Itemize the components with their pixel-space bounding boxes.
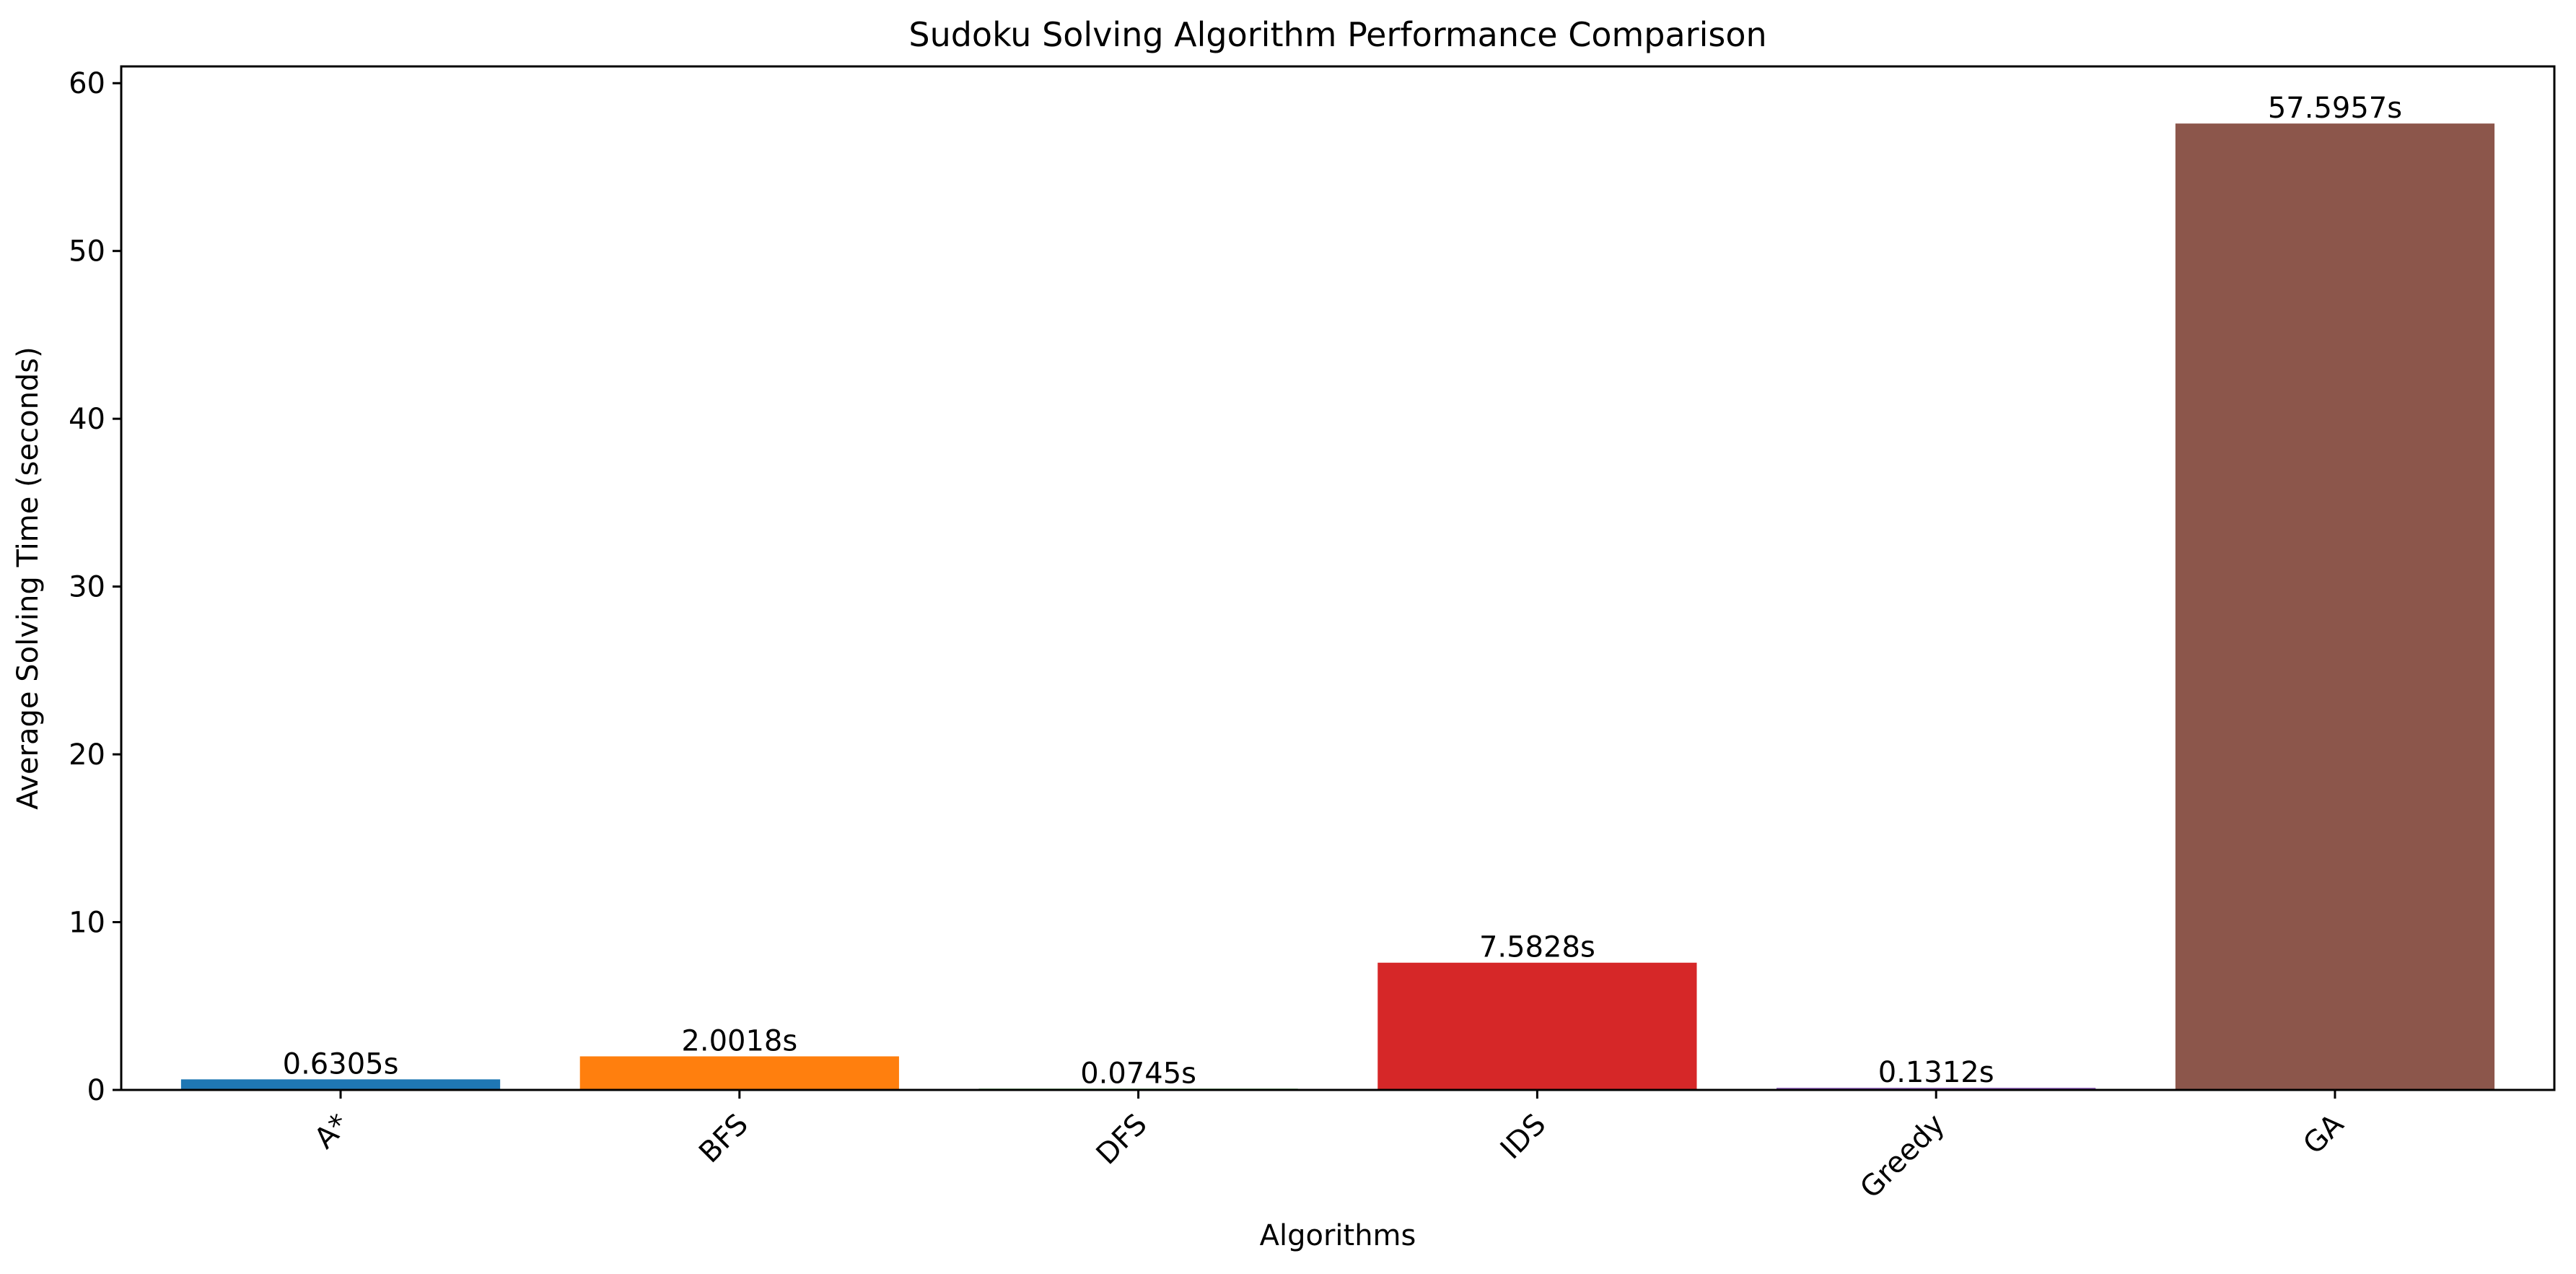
- x-axis-label: Algorithms: [1260, 1219, 1416, 1252]
- x-tick-label: IDS: [1494, 1108, 1553, 1166]
- y-tick-label: 40: [69, 403, 105, 436]
- y-tick-label: 10: [69, 907, 105, 940]
- x-tick-label: GA: [2297, 1107, 2350, 1161]
- bar-value-label: 7.5828s: [1479, 931, 1595, 964]
- y-axis-label: Average Solving Time (seconds): [12, 346, 45, 810]
- bar-value-label: 57.5957s: [2268, 92, 2402, 125]
- bar-ga: [2175, 123, 2495, 1091]
- x-axis-ticks: A* BFS DFS IDS Greedy GA: [308, 1090, 2350, 1205]
- y-tick-label: 50: [69, 235, 105, 269]
- y-tick-label: 60: [69, 67, 105, 100]
- y-tick-label: 30: [69, 571, 105, 604]
- data-labels-layer: 0.6305s 2.0018s 0.0745s 7.5828s 0.1312s 57.59…: [283, 92, 2402, 1090]
- y-axis-ticks: 0 10 20 30 40 50 60: [69, 67, 121, 1107]
- plot-area-frame: [120, 65, 2556, 1091]
- bar-value-label: 0.0745s: [1080, 1057, 1196, 1090]
- bar-value-label: 2.0018s: [681, 1024, 797, 1057]
- x-tick-label: A*: [308, 1108, 356, 1156]
- y-tick-label: 20: [69, 738, 105, 772]
- y-tick-label: 0: [87, 1074, 105, 1107]
- bar-value-label: 0.1312s: [1878, 1056, 1994, 1089]
- x-tick-label: DFS: [1090, 1108, 1154, 1172]
- bar-a: [180, 1079, 501, 1090]
- bar-ids: [1377, 962, 1697, 1090]
- bar-value-label: 0.6305s: [283, 1047, 399, 1081]
- x-tick-label: BFS: [693, 1108, 755, 1170]
- chart-title: Sudoku Solving Algorithm Performance Com…: [908, 15, 1766, 54]
- bars-layer: [180, 123, 2495, 1091]
- bar-greedy: [1777, 1087, 2096, 1090]
- x-tick-label: Greedy: [1854, 1108, 1951, 1205]
- bar-bfs: [579, 1056, 899, 1090]
